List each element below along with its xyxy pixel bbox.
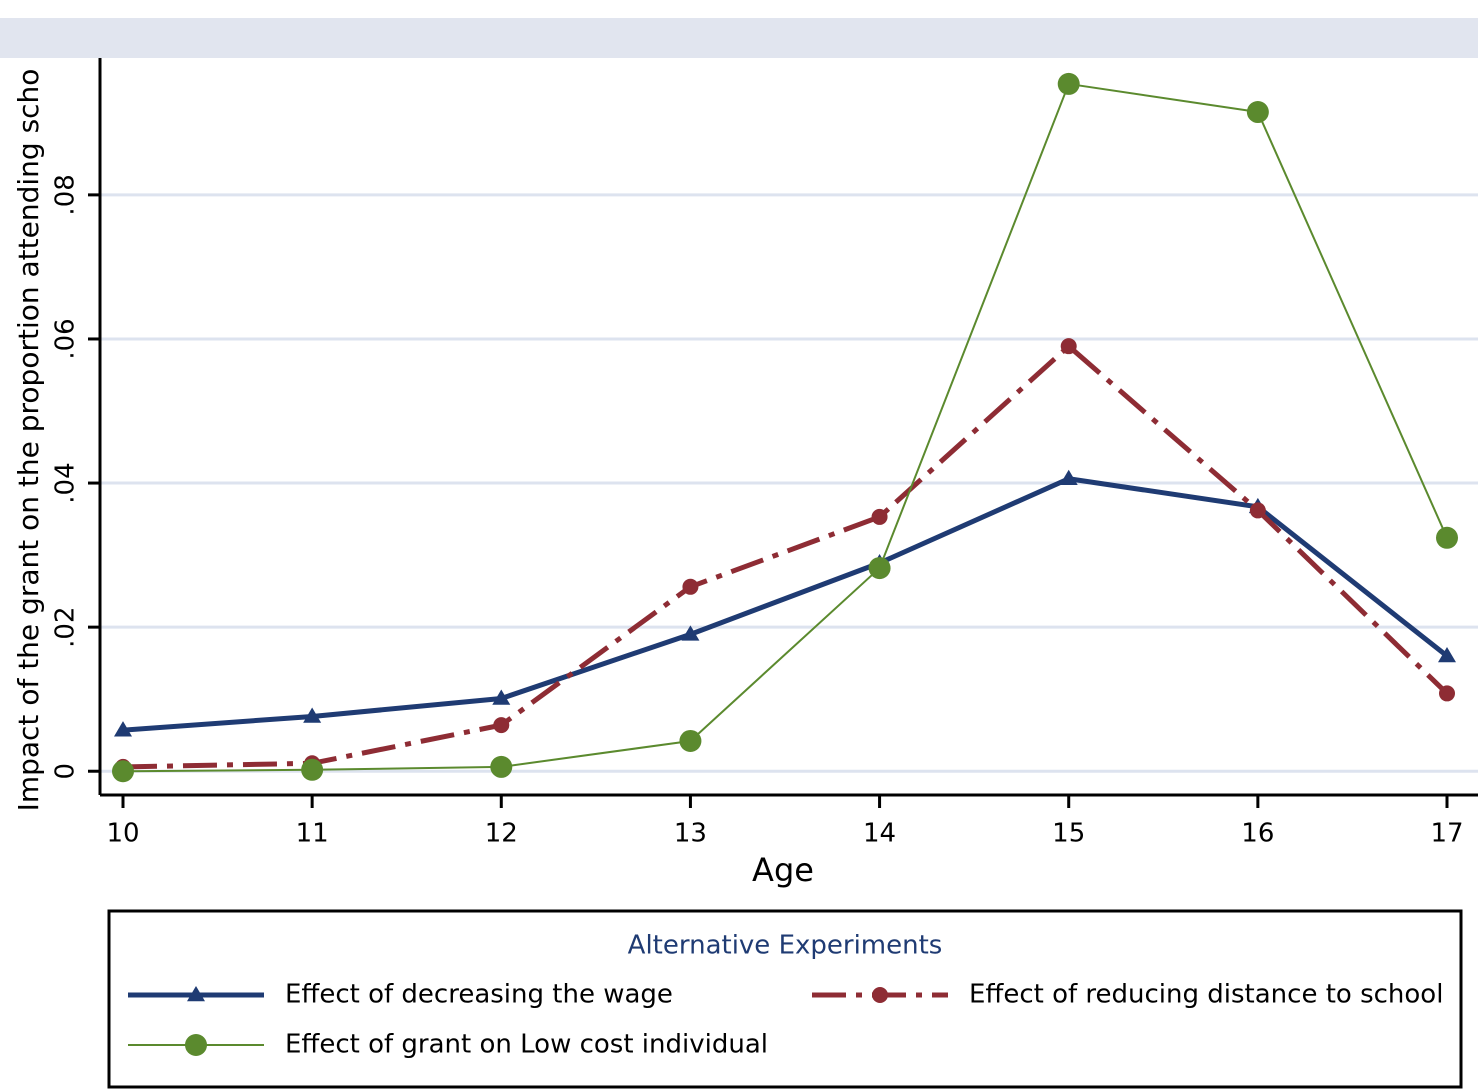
- legend-title: Alternative Experiments: [628, 931, 943, 961]
- marker: [1439, 685, 1455, 702]
- y-tick-label: 0: [51, 763, 81, 780]
- series-line: [122, 343, 1449, 770]
- x-tick-label: 12: [485, 819, 518, 849]
- x-tick-label: 16: [1241, 819, 1274, 849]
- y-tick-label: .02: [51, 606, 81, 647]
- marker: [682, 578, 699, 595]
- marker: [493, 717, 510, 734]
- marker: [490, 755, 513, 778]
- marker: [1246, 101, 1269, 124]
- y-tick-label: .08: [51, 174, 81, 215]
- marker: [1249, 502, 1266, 519]
- legend-marker: [185, 1034, 207, 1056]
- marker: [871, 508, 888, 525]
- legend-label: Effect of reducing distance to school: [969, 980, 1443, 1010]
- x-tick-label: 15: [1052, 819, 1085, 849]
- x-tick-label: 11: [296, 819, 329, 849]
- series-line: [122, 82, 1448, 773]
- legend-box: [107, 909, 1463, 1089]
- marker: [1438, 646, 1456, 663]
- marker: [1059, 469, 1078, 486]
- marker: [114, 721, 132, 737]
- grid: [100, 193, 1478, 773]
- legend-label: Effect of grant on Low cost individual: [285, 1030, 768, 1060]
- x-tick-label: 17: [1430, 819, 1463, 849]
- legend-marker: [187, 986, 205, 1002]
- x-tick-label: 14: [863, 819, 896, 849]
- y-tick-label: .06: [51, 318, 81, 359]
- marker: [1060, 338, 1077, 355]
- marker: [301, 758, 324, 781]
- marker: [679, 729, 702, 752]
- graph-region: [0, 18, 1478, 58]
- marker: [492, 689, 511, 705]
- marker: [1057, 72, 1080, 95]
- legend-marker: [872, 987, 888, 1003]
- x-tick-label: 13: [674, 819, 707, 849]
- marker: [868, 557, 891, 580]
- marker: [303, 707, 322, 723]
- marker: [681, 625, 700, 641]
- x-axis-title: Age: [752, 851, 814, 889]
- legend-label: Effect of decreasing the wage: [285, 980, 673, 1010]
- series-line: [122, 476, 1449, 733]
- marker: [1436, 526, 1458, 549]
- marker: [112, 760, 134, 783]
- y-tick-label: .04: [51, 462, 81, 503]
- plot-region: [100, 58, 1478, 795]
- y-axis-title: Impact of the grant on the proportion at…: [12, 69, 45, 812]
- x-tick-label: 10: [106, 819, 139, 849]
